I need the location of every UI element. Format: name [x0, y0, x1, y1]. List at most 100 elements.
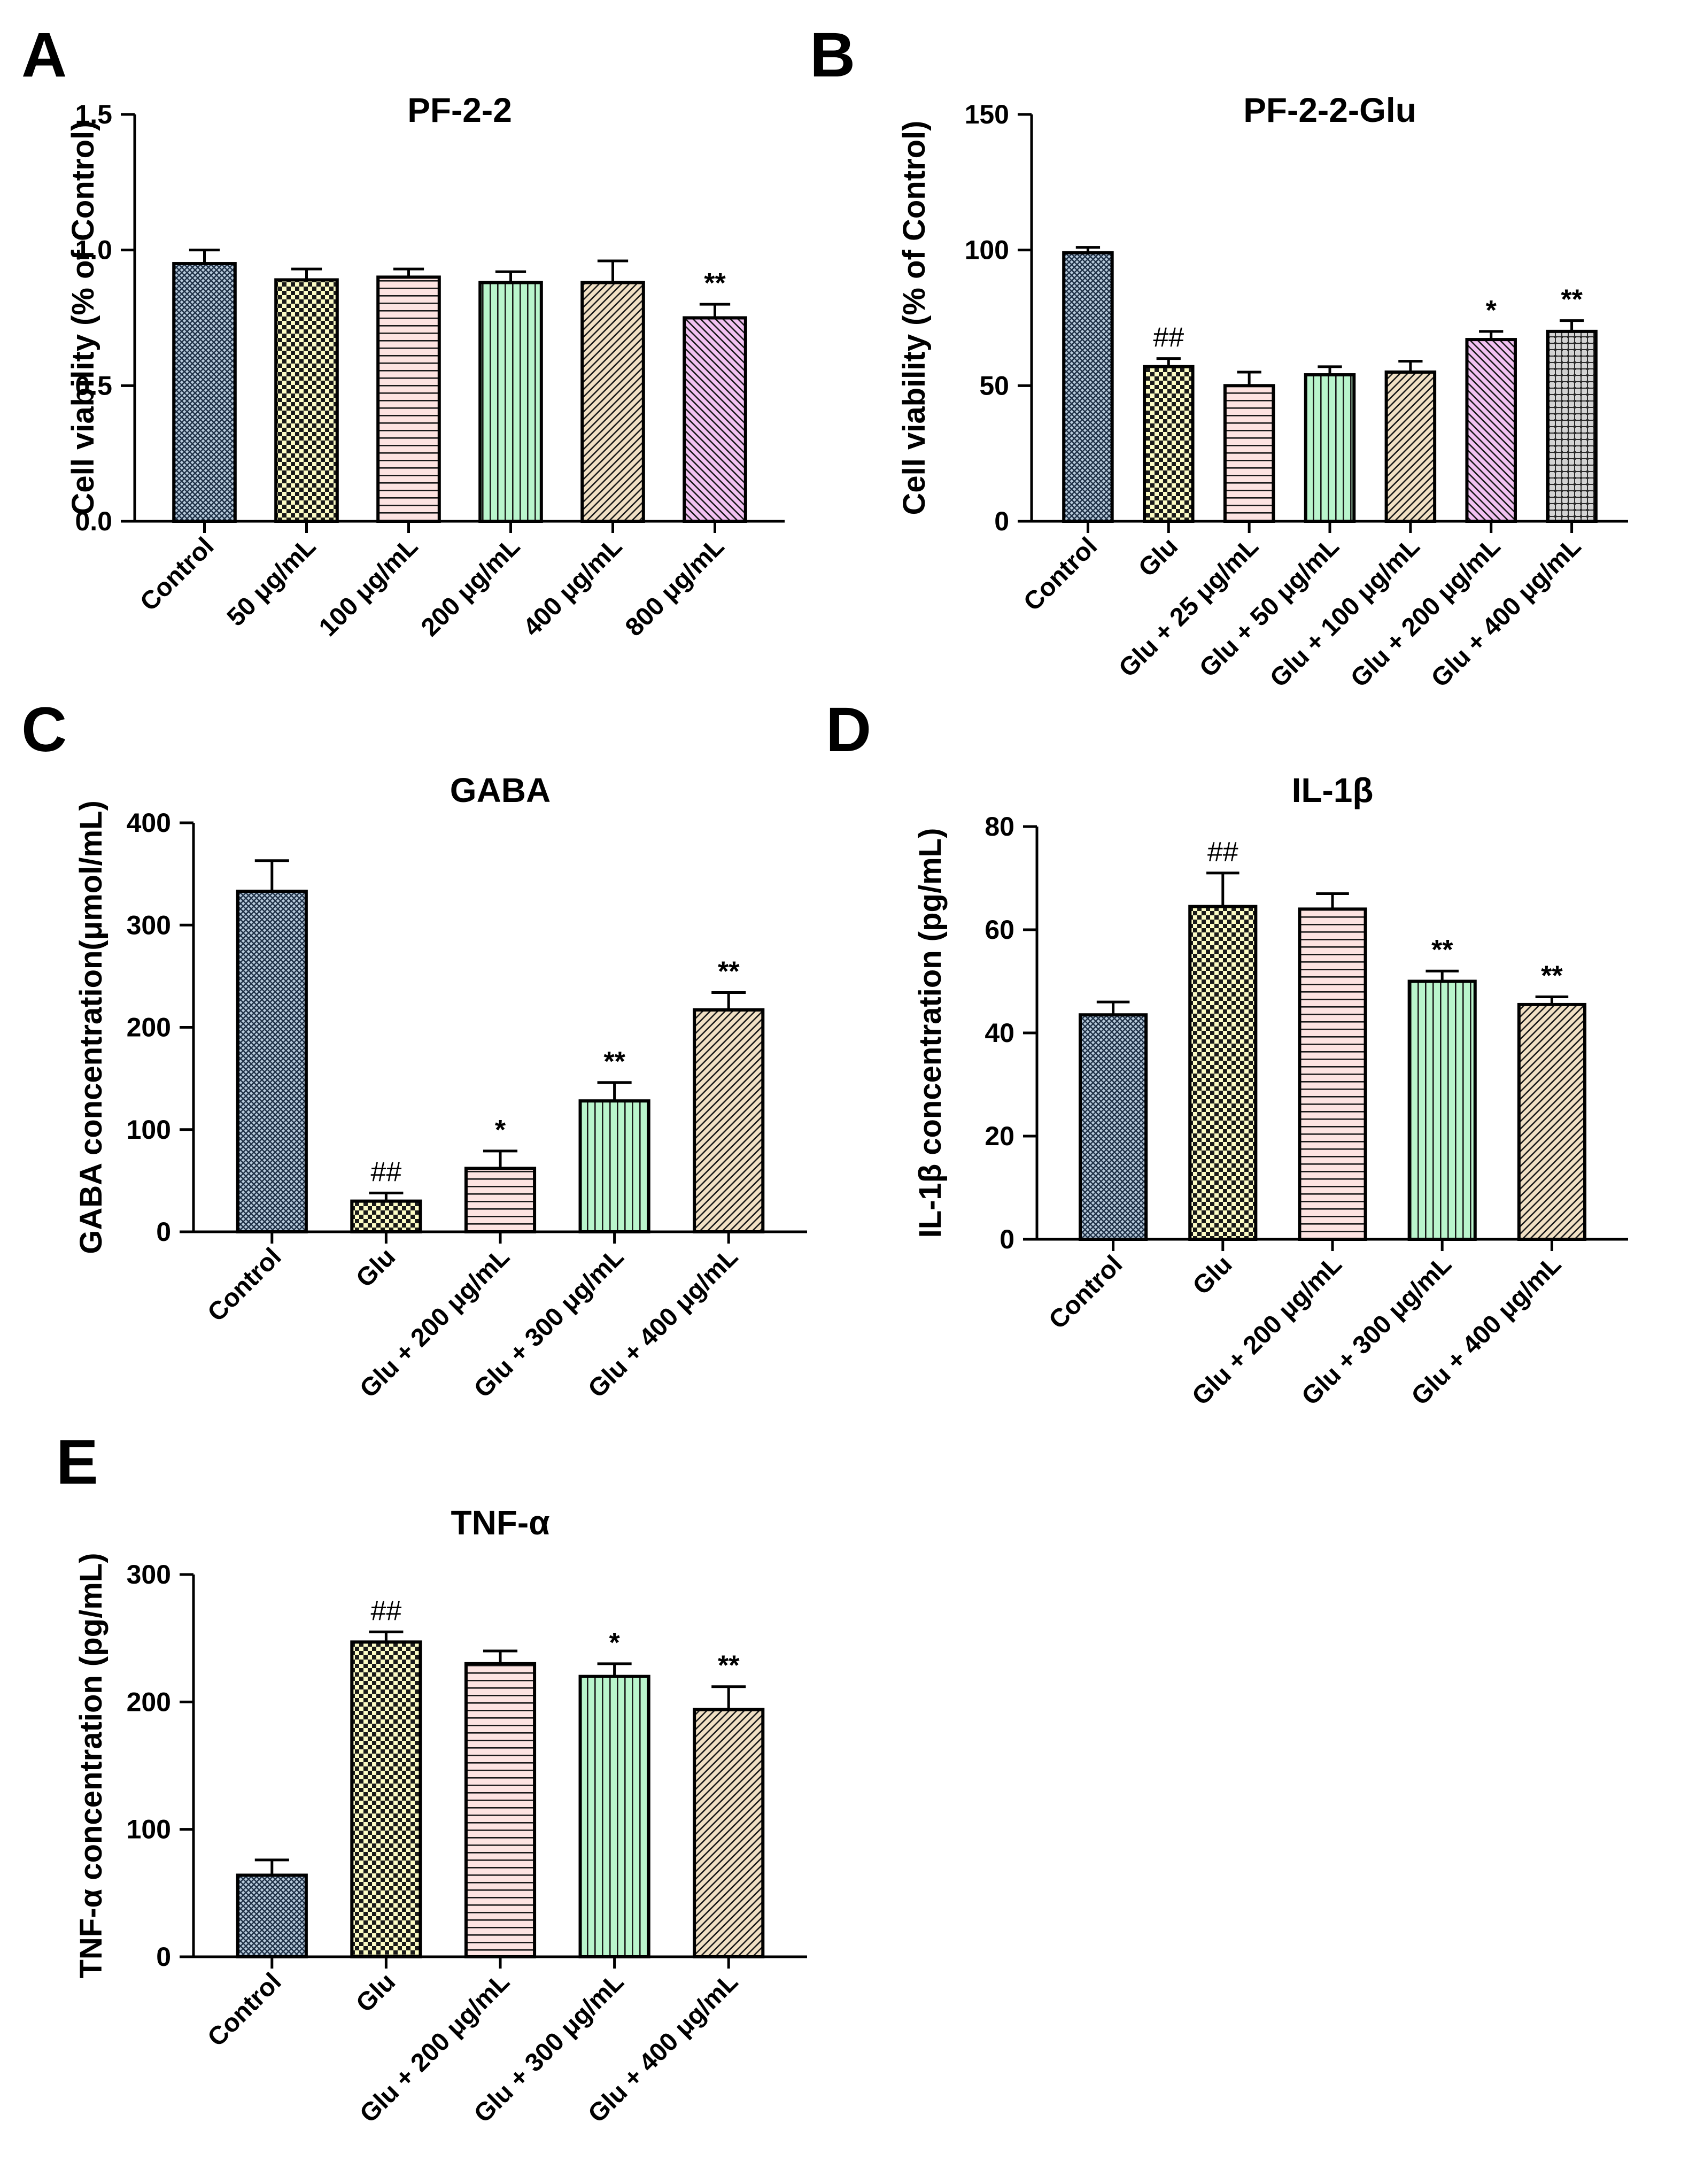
significance-marker: ##	[370, 1595, 401, 1626]
bar-2	[274, 278, 339, 523]
x-tick-label: Control	[1043, 1250, 1128, 1334]
bar-5	[693, 1708, 765, 1958]
significance-marker: *	[1486, 295, 1497, 326]
bar-3	[376, 275, 441, 523]
y-tick-label: 200	[127, 1013, 171, 1043]
bar-2	[1188, 905, 1258, 1241]
bar-3	[464, 1662, 537, 1958]
significance-marker: **	[603, 1046, 625, 1077]
bar-1	[1079, 1013, 1148, 1241]
bar-2	[1143, 365, 1195, 523]
chart-title: PF-2-2	[407, 91, 512, 129]
panel-letter: E	[56, 1427, 98, 1498]
chart-panel-d: D IL-1β IL-1β concentration (pg/mL) 0 20 40 60…	[826, 694, 1628, 1411]
chart-title: PF-2-2-Glu	[1243, 91, 1416, 129]
significance-marker: ##	[1207, 837, 1238, 868]
x-tick-label: Glu + 100 μg/mL	[1265, 532, 1426, 693]
y-tick-label: 100	[127, 1815, 171, 1845]
significance-marker: ##	[370, 1156, 401, 1187]
significance-marker: **	[1561, 284, 1583, 315]
y-axis-label: Cell viability (% of Control)	[897, 121, 932, 515]
significance-marker: **	[718, 956, 740, 987]
y-tick-label: 1.5	[75, 99, 112, 129]
bar-3	[464, 1167, 537, 1234]
bar-7	[1546, 329, 1598, 523]
bar-6	[1465, 338, 1517, 523]
y-tick-label: 60	[985, 915, 1014, 945]
x-tick-label: Glu + 25 μg/mL	[1113, 532, 1264, 683]
y-tick-label: 150	[965, 99, 1009, 129]
significance-marker: ##	[1153, 322, 1184, 353]
bar-4	[1304, 373, 1356, 523]
bar-2	[350, 1199, 422, 1233]
y-tick-label: 40	[985, 1018, 1014, 1048]
panel-letter: A	[21, 20, 67, 90]
bar-1	[172, 262, 237, 523]
bar-5	[580, 281, 645, 523]
bar-4	[1407, 979, 1477, 1241]
chart-title: IL-1β	[1292, 771, 1374, 809]
y-tick-label: 0	[156, 1942, 171, 1972]
x-tick-label: Glu	[1133, 532, 1183, 582]
y-tick-label: 0.0	[75, 506, 112, 536]
y-tick-label: 200	[127, 1687, 171, 1717]
bar-1	[236, 890, 308, 1233]
x-tick-label: 400 μg/mL	[518, 532, 628, 642]
y-tick-label: 1.0	[75, 235, 112, 265]
bar-5	[693, 1008, 765, 1234]
panel-letter: C	[21, 694, 67, 765]
y-tick-label: 80	[985, 812, 1014, 842]
bar-5	[1517, 1002, 1586, 1241]
bar-4	[578, 1674, 650, 1959]
x-tick-label: 100 μg/mL	[314, 532, 423, 642]
y-axis-label: Cell viability (% of Control)	[66, 121, 100, 515]
x-tick-label: Control	[202, 1243, 286, 1327]
x-tick-label: Glu + 200 μg/mL	[1345, 532, 1506, 693]
y-tick-label: 0	[156, 1217, 171, 1247]
chart-panel-e: E TNF-α TNF-α concentration (pg/mL) 0 100 200…	[56, 1427, 807, 2128]
chart-panel-a: A PF-2-2 Cell viability (% of Control)0.0 0…	[21, 20, 785, 642]
y-axis-label: TNF-α concentration (pg/mL)	[74, 1553, 109, 1978]
significance-marker: **	[1541, 960, 1563, 991]
chart-panel-b: B PF-2-2-Glu Cell viability (% of Control)…	[810, 20, 1628, 693]
x-tick-label: Control	[202, 1967, 286, 2052]
bar-2	[350, 1640, 422, 1958]
significance-marker: **	[1431, 935, 1453, 966]
y-tick-label: 50	[979, 371, 1009, 400]
x-tick-label: Glu + 50 μg/mL	[1194, 532, 1345, 683]
y-tick-label: 100	[965, 235, 1009, 265]
bar-3	[1223, 384, 1275, 523]
y-axis-label: GABA concentration(μmol/mL)	[74, 800, 109, 1254]
x-tick-label: Glu	[351, 1967, 401, 2018]
bar-5	[1384, 370, 1437, 523]
y-axis-label: IL-1β concentration (pg/mL)	[913, 828, 948, 1238]
bar-1	[1062, 251, 1114, 523]
panel-letter: D	[826, 694, 871, 765]
bar-1	[236, 1873, 308, 1958]
y-tick-label: 300	[127, 1560, 171, 1589]
chart-title: TNF-α	[451, 1503, 549, 1542]
x-tick-label: Control	[1018, 532, 1103, 616]
significance-marker: *	[609, 1627, 620, 1658]
bar-4	[578, 1099, 650, 1233]
x-tick-label: Control	[135, 532, 219, 616]
x-tick-label: 50 μg/mL	[222, 532, 321, 631]
bar-6	[683, 316, 747, 523]
chart-panel-c: C GABA GABA concentration(μmol/mL) 0 100 200 3…	[21, 694, 807, 1403]
y-tick-label: 0	[1000, 1224, 1014, 1254]
panel-letter: B	[810, 20, 855, 90]
x-tick-label: Glu	[1188, 1250, 1238, 1300]
significance-marker: **	[718, 1650, 740, 1681]
y-tick-label: 0.5	[75, 371, 112, 400]
x-tick-label: Glu	[351, 1243, 401, 1293]
y-tick-label: 20	[985, 1121, 1014, 1151]
y-tick-label: 100	[127, 1115, 171, 1145]
x-tick-label: 200 μg/mL	[416, 532, 525, 642]
x-tick-label: Glu + 400 μg/mL	[1426, 532, 1587, 693]
significance-marker: **	[704, 268, 726, 299]
y-tick-label: 400	[127, 808, 171, 838]
y-tick-label: 300	[127, 910, 171, 940]
chart-title: GABA	[450, 771, 551, 809]
